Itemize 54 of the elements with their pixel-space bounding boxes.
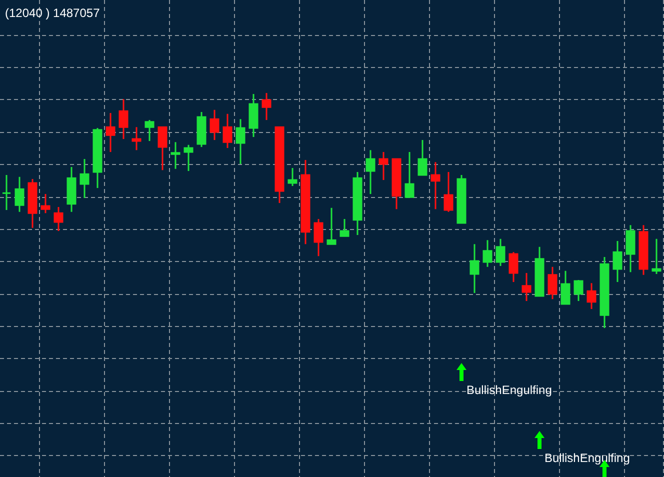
- candlestick: [560, 270, 570, 305]
- candlestick: [404, 151, 414, 198]
- candlestick: [40, 193, 50, 214]
- candlestick: [482, 239, 492, 268]
- candlestick: [132, 126, 142, 151]
- candlestick: [210, 109, 220, 141]
- candlestick: [262, 92, 272, 121]
- candlestick: [418, 139, 428, 176]
- candlestick: [326, 207, 336, 245]
- candlestick: [196, 111, 206, 148]
- candlestick: [2, 174, 12, 211]
- candlestick: [652, 238, 662, 275]
- candlestick: [28, 178, 38, 229]
- candlestick: [54, 206, 64, 232]
- candlestick: [508, 251, 518, 283]
- candlestick: [274, 126, 284, 204]
- candlestick: [548, 266, 558, 300]
- chart-title: (12040 ) 1487057: [5, 6, 100, 20]
- candlestick: [222, 113, 232, 149]
- candlestick: [496, 238, 506, 267]
- candlestick: [288, 167, 298, 187]
- candlestick: [574, 279, 584, 302]
- candlestick: [534, 246, 544, 297]
- candlestick: [158, 126, 168, 171]
- candlestick: [340, 218, 350, 237]
- candlestick: [236, 118, 246, 165]
- candlestick: [66, 166, 76, 213]
- candlestick: [300, 159, 310, 245]
- candlestick: [14, 176, 24, 213]
- candlestick: [456, 174, 466, 224]
- candlestick: [392, 158, 402, 210]
- candlestick: [92, 127, 102, 189]
- candlestick: [144, 119, 154, 142]
- candlestick: [378, 151, 388, 181]
- candlestick: [80, 158, 90, 199]
- candlestick: [444, 171, 454, 213]
- candlestick: [184, 144, 194, 172]
- candlestick: [170, 141, 180, 170]
- candlestick: [522, 272, 532, 302]
- candlestick: [600, 256, 610, 329]
- candlestick: [248, 93, 258, 138]
- candlestick: [106, 112, 116, 153]
- candlestick: [118, 98, 128, 140]
- candlestick: [314, 218, 324, 257]
- candlestick: [352, 171, 362, 236]
- candlestick: [626, 224, 636, 273]
- candlestick: [612, 240, 622, 283]
- candlestick: [430, 161, 440, 210]
- candlestick: [470, 243, 480, 294]
- candlestick: [638, 224, 648, 276]
- candlestick: [366, 149, 376, 195]
- candlestick: [586, 282, 596, 310]
- text: BullishEngulfing: [544, 451, 630, 465]
- text: BullishEngulfing: [466, 383, 552, 397]
